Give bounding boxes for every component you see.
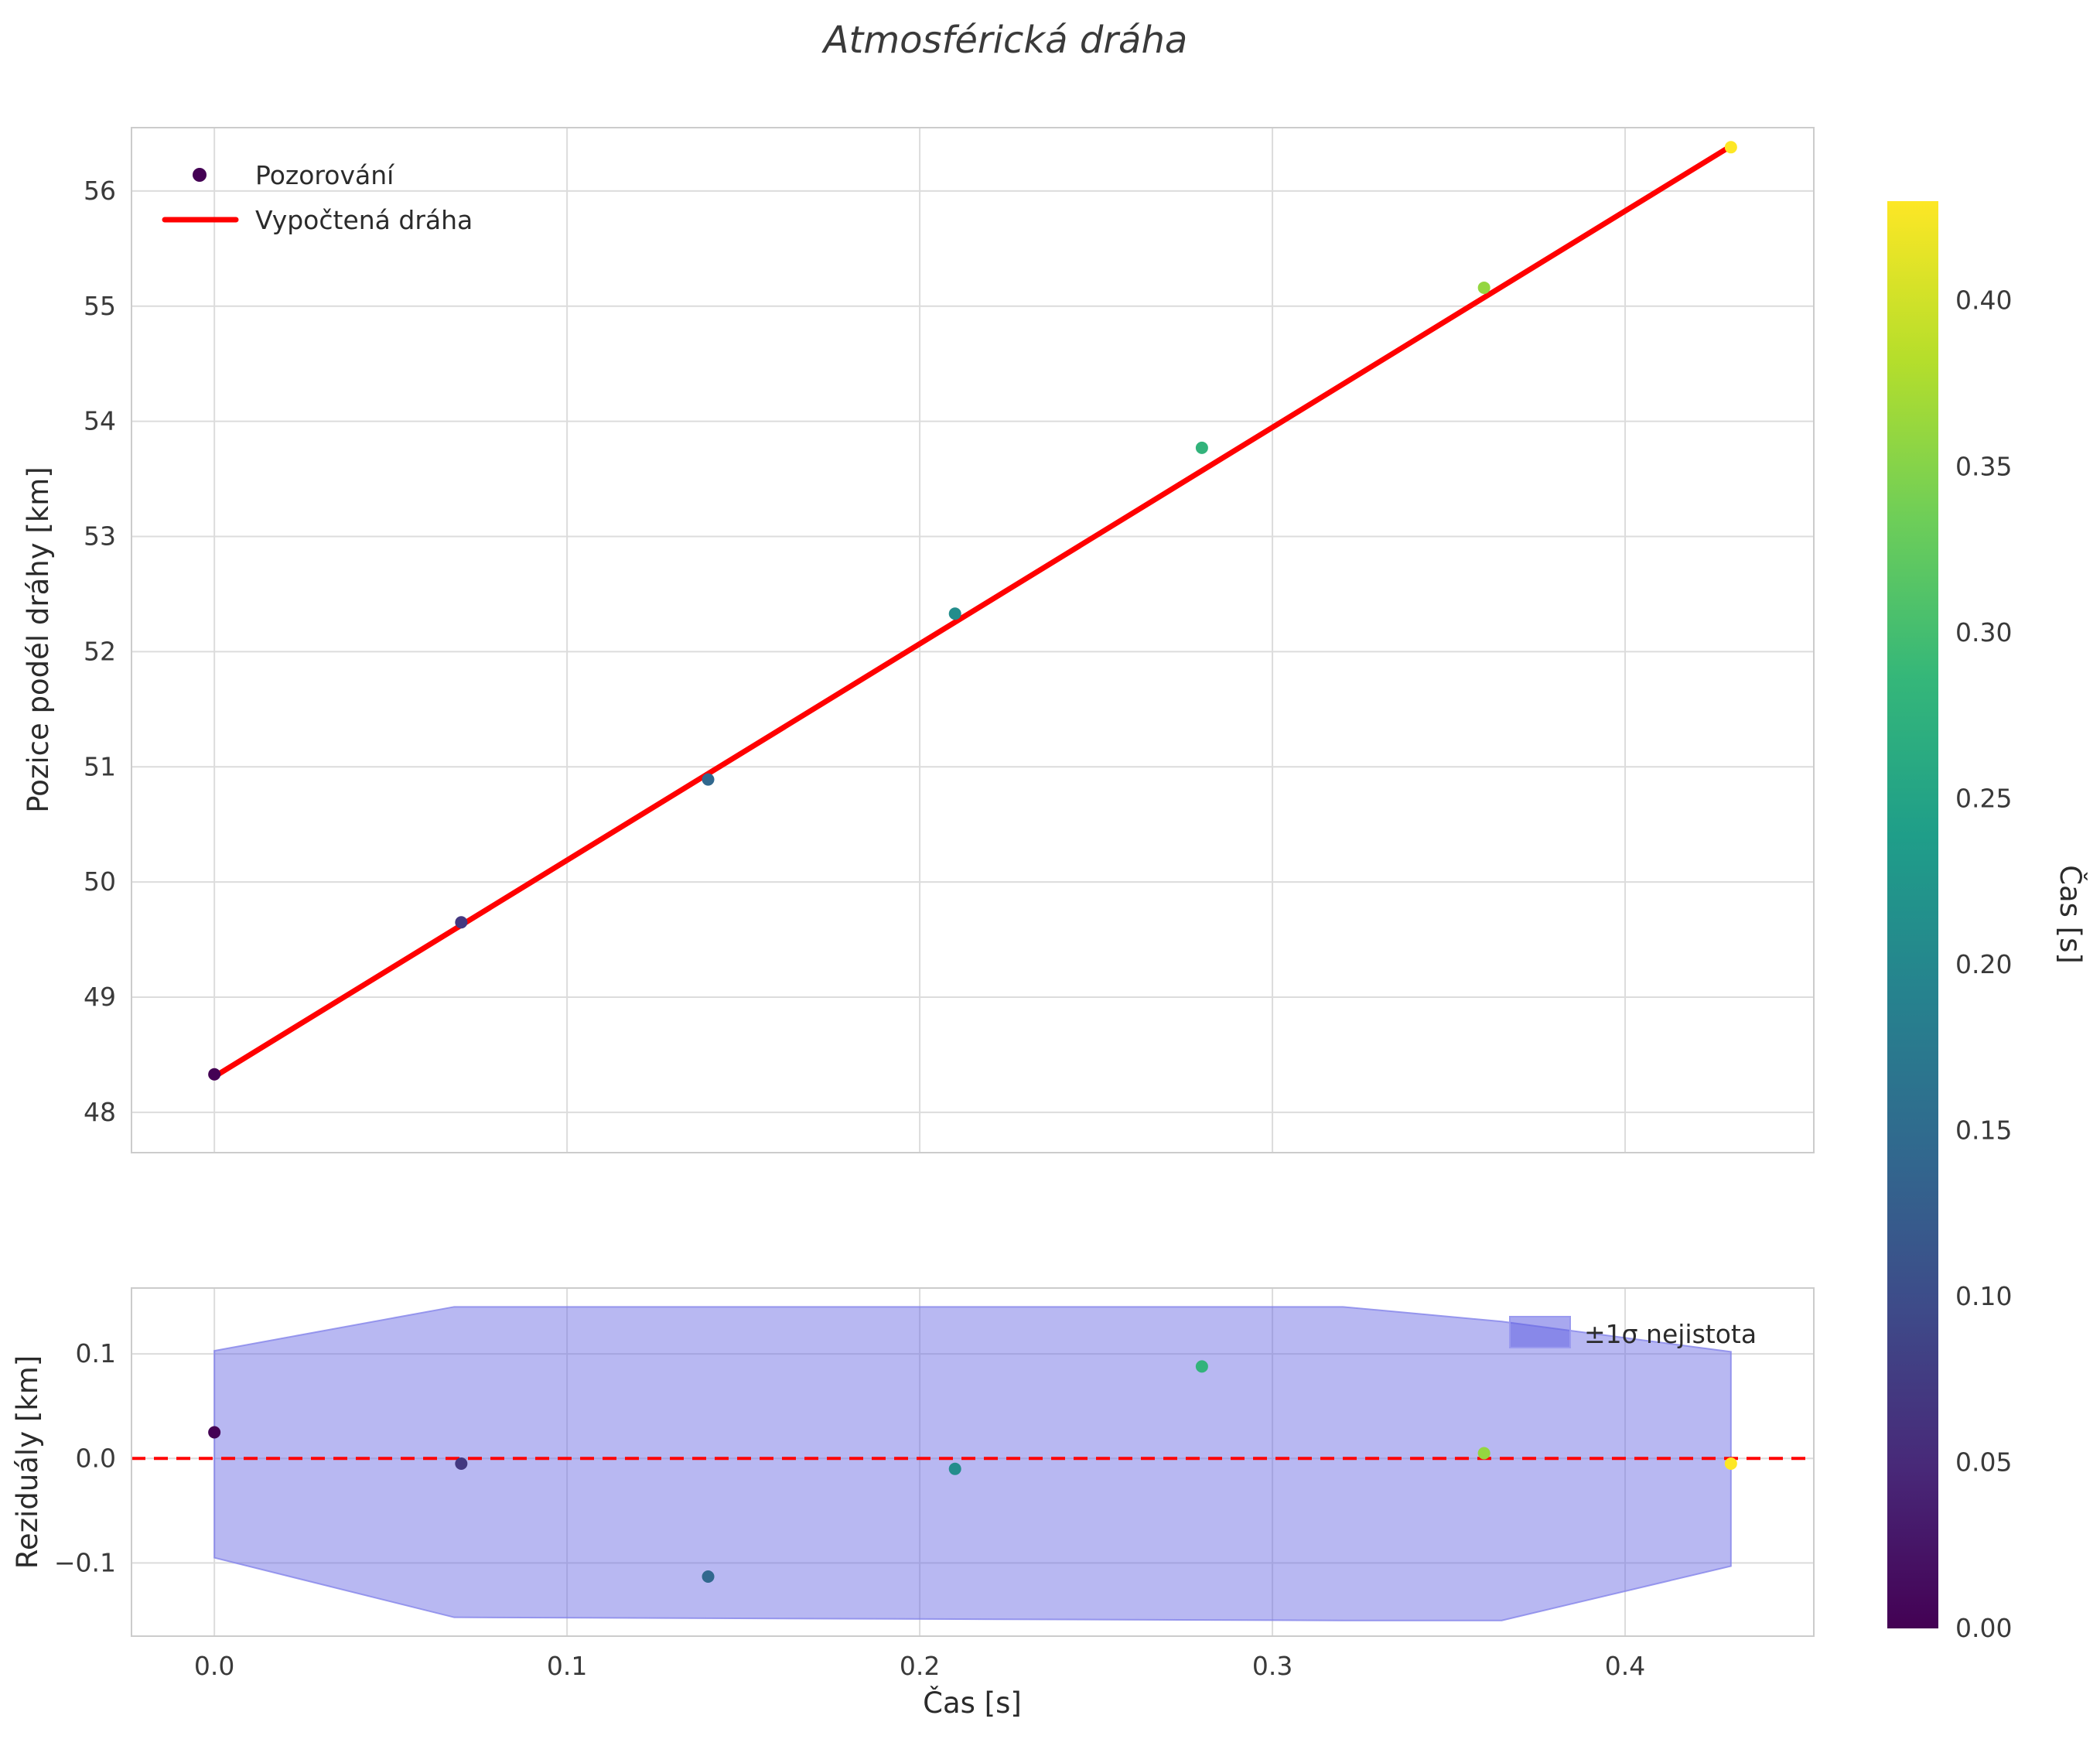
uncertainty-band — [213, 1306, 1732, 1621]
residual-point — [948, 1462, 961, 1475]
plot-background — [131, 128, 1814, 1153]
band-legend: ±1σ nejistota — [1509, 1316, 1757, 1349]
axes-spine — [131, 127, 1815, 1153]
colorbar-tick-label: 0.40 — [1955, 285, 2012, 316]
colorbar-tick-label: 0.10 — [1955, 1281, 2012, 1311]
x-axis-label: Čas [s] — [923, 1686, 1022, 1720]
residual-point — [455, 1457, 468, 1471]
x-tick-label: 0.0 — [194, 1651, 234, 1681]
y-tick-label: 55 — [84, 291, 116, 321]
x-tick-label: 0.2 — [900, 1651, 940, 1681]
residual-point — [1195, 1360, 1208, 1373]
legend-marker-observations-icon — [193, 168, 207, 182]
residual-point — [1477, 1447, 1490, 1460]
colorbar-tick-label: 0.20 — [1955, 949, 2012, 979]
y-tick-label: 56 — [84, 176, 116, 206]
y-tick-label: −0.1 — [54, 1547, 116, 1577]
residual-point — [702, 1570, 715, 1583]
data-point — [1724, 141, 1737, 154]
residuals-plot: −0.1 0.0 0.1 0.0 0.1 0.2 0.3 0.4 — [54, 1287, 1815, 1681]
colorbar-label: Čas [s] — [2054, 865, 2088, 964]
y-tick-label: 54 — [84, 406, 116, 436]
colorbar-tick-label: 0.05 — [1955, 1447, 2012, 1477]
data-point — [948, 607, 961, 620]
colorbar-tick-label: 0.25 — [1955, 783, 2012, 813]
data-point — [1477, 281, 1490, 294]
residual-point — [1724, 1457, 1737, 1471]
data-point — [702, 773, 715, 786]
colorbar-gradient — [1887, 201, 1938, 1628]
colorbar-tick-label: 0.15 — [1955, 1115, 2012, 1145]
y-tick-label: 52 — [84, 636, 116, 666]
y-tick-label: 51 — [84, 751, 116, 781]
colorbar-tick-label: 0.30 — [1955, 617, 2012, 647]
main-y-axis-label: Pozice podél dráhy [km] — [22, 466, 55, 812]
residual-point — [208, 1426, 221, 1439]
x-tick-label: 0.3 — [1252, 1651, 1292, 1681]
y-tick-label: 53 — [84, 521, 116, 552]
y-tick-label: 49 — [84, 982, 116, 1012]
x-tick-label: 0.4 — [1605, 1651, 1645, 1681]
y-tick-label: 50 — [84, 866, 116, 897]
chart-title: Atmosférická dráha — [821, 19, 1188, 62]
colorbar-tick-label: 0.00 — [1955, 1613, 2012, 1643]
y-tick-label: 0.1 — [76, 1338, 116, 1368]
legend-label-observations: Pozorování — [255, 160, 395, 190]
data-point — [1195, 441, 1208, 454]
y-tick-label: 48 — [84, 1097, 116, 1127]
legend: Pozorování Vypočtená dráha — [162, 160, 473, 235]
legend-label-fit: Vypočtená dráha — [255, 205, 473, 235]
y-tick-label: 0.0 — [76, 1443, 116, 1473]
x-tick-label: 0.1 — [547, 1651, 587, 1681]
colorbar-tick-label: 0.35 — [1955, 451, 2012, 481]
residuals-y-axis-label: Reziduály [km] — [11, 1355, 44, 1569]
data-point — [208, 1068, 221, 1081]
band-legend-label: ±1σ nejistota — [1584, 1319, 1757, 1349]
colorbar: 0.00 0.05 0.10 0.15 0.20 0.25 0.30 0.35 0.40 — [1887, 201, 2012, 1643]
main-plot: 48 49 50 51 52 53 54 55 56 — [84, 127, 1815, 1153]
data-point — [455, 916, 468, 929]
band-legend-swatch — [1509, 1316, 1571, 1348]
axes-spine — [131, 1287, 1815, 1637]
